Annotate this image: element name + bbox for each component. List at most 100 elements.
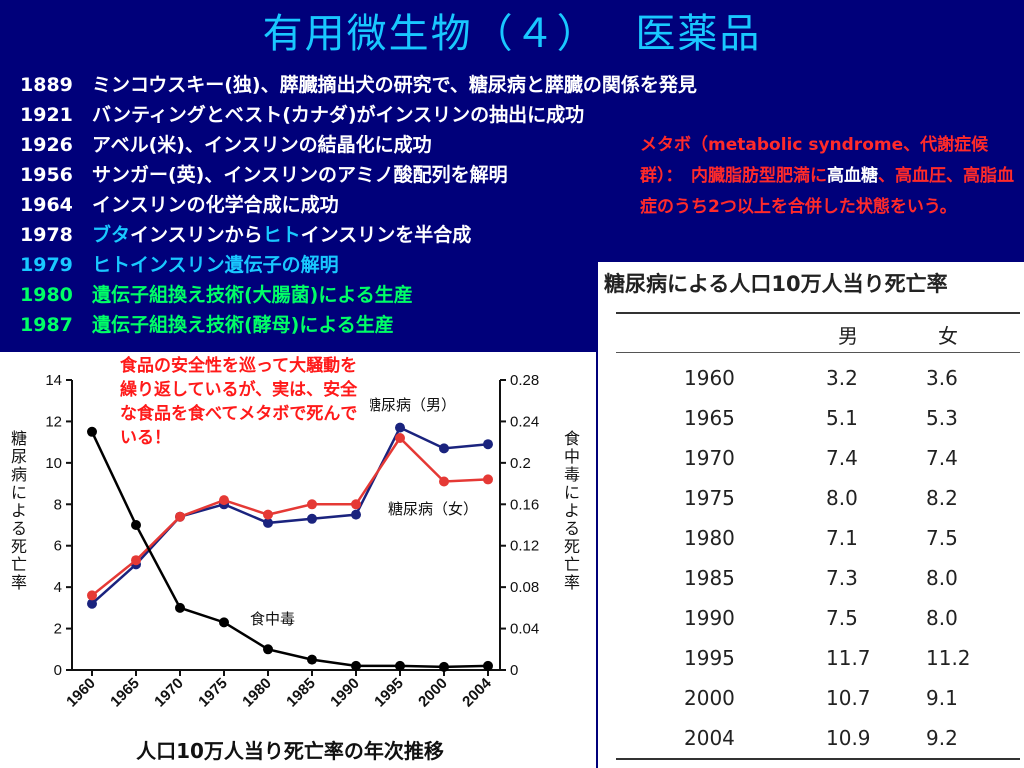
data-point: [87, 426, 97, 437]
table-row: 1975 8.0 8.2: [616, 486, 1020, 526]
timeline-text-part: 遺伝子組換え技術(大腸菌)による生産: [92, 284, 413, 306]
series-line: [91, 436, 489, 597]
table-cell: 7.5: [926, 526, 958, 550]
data-point: [219, 495, 229, 506]
table-cell: 2000: [684, 686, 735, 710]
right-axis-label: 食中毒による死亡率: [564, 429, 580, 592]
left-axis-label: 糖尿病による死亡率: [11, 429, 27, 592]
data-point: [483, 439, 493, 450]
right-tick-label: 0.2: [510, 455, 531, 472]
series-label-male: 糖尿病（男）: [366, 396, 456, 414]
timeline-text-part: インスリンを半合成: [300, 224, 472, 246]
table-cell: 8.0: [926, 566, 958, 590]
left-tick-label: 4: [54, 579, 62, 596]
timeline-year: 1889: [20, 74, 73, 96]
timeline-year: 1964: [20, 194, 73, 216]
timeline-year: 1978: [20, 224, 73, 246]
timeline-text: ブタインスリンからヒトインスリンを半合成: [92, 220, 471, 250]
data-point: [351, 499, 361, 510]
series-label-food: 食中毒: [250, 610, 295, 628]
timeline-year: 1921: [20, 104, 73, 126]
timeline-row: 1980 遺伝子組換え技術(大腸菌)による生産: [20, 280, 697, 310]
timeline-year: 1980: [20, 284, 73, 306]
x-tick-label: 1985: [283, 675, 319, 711]
timeline-year: 1926: [20, 134, 73, 156]
timeline-text: 遺伝子組換え技術(酵母)による生産: [92, 310, 394, 340]
metabolic-note-highlight: 高血糖: [827, 166, 878, 186]
right-tick-label: 0.28: [510, 372, 539, 389]
data-point: [439, 476, 449, 487]
table-cell: 8.2: [926, 486, 958, 510]
data-point: [439, 443, 449, 454]
x-tick-label: 1990: [327, 675, 363, 711]
data-point: [483, 474, 493, 485]
metabolic-syndrome-note: メタボ（metabolic syndrome、代謝症候群）： 内臓脂肪型肥満に高…: [640, 130, 1020, 223]
left-tick-label: 6: [54, 538, 62, 555]
x-axis-title: 人口10万人当り死亡率の年次推移: [136, 739, 444, 763]
table-cell: 8.0: [826, 486, 858, 510]
timeline-year: 1987: [20, 314, 73, 336]
table-row: 2004 10.9 9.2: [616, 726, 1020, 766]
right-tick-label: 0.08: [510, 579, 539, 596]
table-cell: 11.2: [926, 646, 971, 670]
table-cell: 9.2: [926, 726, 958, 750]
diabetes-mortality-table: 糖尿病による人口10万人当り死亡率 男女 1960 3.2 3.6 1965 5.1 5.3…: [598, 262, 1024, 768]
timeline-text-part: サンガー(英)、インスリンのアミノ酸配列を解明: [92, 164, 508, 186]
table-title: 糖尿病による人口10万人当り死亡率: [604, 272, 948, 296]
table-cell: 5.1: [826, 406, 858, 430]
left-tick-label: 14: [45, 372, 62, 389]
timeline-text-part: ヒト: [262, 224, 301, 246]
x-tick-label: 2000: [415, 675, 451, 711]
metabolic-note-part2: 、高血圧、高脂血症のうち2つ以上を合併した状態をいう。: [640, 166, 1014, 217]
data-point: [87, 598, 97, 609]
x-tick-label: 2004: [459, 674, 495, 710]
table-row: 1965 5.1 5.3: [616, 406, 1020, 446]
data-point: [175, 511, 185, 522]
table-cell: 1975: [684, 486, 735, 510]
data-point: [131, 555, 141, 566]
timeline-year: 1979: [20, 254, 73, 276]
data-point: [175, 602, 185, 613]
timeline-text-part: ミンコウスキー(独)、膵臓摘出犬の研究で、糖尿病と膵臓の関係を発見: [92, 74, 697, 96]
data-point: [483, 660, 493, 671]
timeline-text: ヒトインスリン遺伝子の解明: [92, 250, 339, 280]
timeline-text: インスリンの化学合成に成功: [92, 190, 339, 220]
data-point: [395, 433, 405, 443]
table-cell: 9.1: [926, 686, 958, 710]
table-header-rule: [616, 352, 1020, 353]
table-cell: 7.5: [826, 606, 858, 630]
timeline-text-part: インスリンの化学合成に成功: [92, 194, 339, 216]
mortality-line-chart: 0 2 4 6 8 10 12 14 0 0.04 0.08 0.12 0.16 0.2 0.24 0.28 1…: [11, 372, 580, 763]
table-top-rule: [616, 312, 1020, 314]
timeline-text-part: 遺伝子組換え技術(酵母)による生産: [92, 314, 394, 336]
right-tick-label: 0.16: [510, 496, 539, 513]
data-point: [395, 660, 405, 671]
data-point: [307, 654, 317, 665]
timeline-year: 1956: [20, 164, 73, 186]
right-tick-label: 0.04: [510, 621, 539, 638]
timeline-row: 1921 バンティングとベスト(カナダ)がインスリンの抽出に成功: [20, 100, 697, 130]
x-tick-label: 1995: [371, 675, 407, 711]
timeline-text-part: ヒトインスリン遺伝子の解明: [92, 254, 339, 276]
timeline-row: 1889 ミンコウスキー(独)、膵臓摘出犬の研究で、糖尿病と膵臓の関係を発見: [20, 70, 697, 100]
table-cell: 8.0: [926, 606, 958, 630]
timeline-row: 1978 ブタインスリンからヒトインスリンを半合成: [20, 220, 697, 250]
table-cell: 1970: [684, 446, 735, 470]
timeline-text-part: アベル(米)、インスリンの結晶化に成功: [92, 134, 432, 156]
table-cell: 7.4: [926, 446, 958, 470]
timeline-row: 1956 サンガー(英)、インスリンのアミノ酸配列を解明: [20, 160, 697, 190]
table-cell: 11.7: [826, 646, 871, 670]
timeline-text-part: インスリンから: [130, 224, 263, 246]
data-point: [87, 590, 97, 601]
data-point: [307, 513, 317, 524]
timeline-text: ミンコウスキー(独)、膵臓摘出犬の研究で、糖尿病と膵臓の関係を発見: [92, 70, 697, 100]
x-tick-label: 1980: [239, 675, 275, 711]
table-row: 2000 10.7 9.1: [616, 686, 1020, 726]
table-row: 1970 7.4 7.4: [616, 446, 1020, 486]
table-cell: 10.7: [826, 686, 871, 710]
left-tick-label: 10: [45, 455, 62, 472]
timeline-text: サンガー(英)、インスリンのアミノ酸配列を解明: [92, 160, 508, 190]
metabolic-note-part1: メタボ（metabolic syndrome、代謝症候群）： 内臓脂肪型肥満に: [640, 135, 989, 186]
table-cell: 3.6: [926, 366, 958, 390]
right-tick-label: 0: [510, 662, 518, 679]
